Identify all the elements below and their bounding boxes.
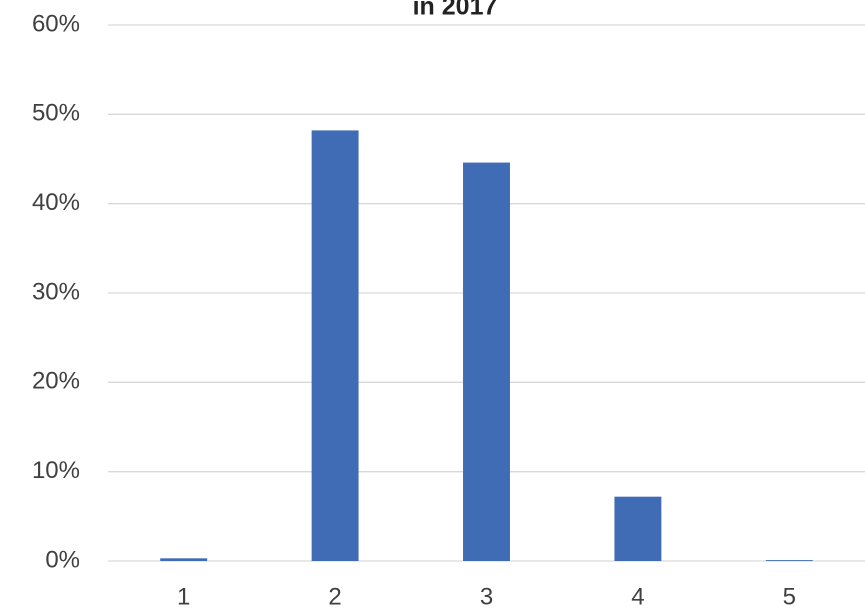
x-tick-label: 4 xyxy=(631,583,644,610)
bar xyxy=(463,162,510,561)
bar xyxy=(160,558,208,561)
y-tick-label: 10% xyxy=(32,457,80,484)
x-tick-label: 3 xyxy=(480,583,493,610)
bar xyxy=(614,496,662,561)
y-tick-label: 60% xyxy=(32,10,80,37)
chart-title: in 2017 xyxy=(413,0,498,21)
y-tick-label: 30% xyxy=(32,278,80,305)
y-tick-label: 50% xyxy=(32,100,80,127)
y-tick-label: 0% xyxy=(45,546,80,573)
x-tick-label: 5 xyxy=(783,583,796,610)
x-tick-label: 2 xyxy=(328,583,341,610)
y-tick-label: 40% xyxy=(32,189,80,216)
y-tick-label: 20% xyxy=(32,368,80,395)
bar xyxy=(765,560,813,561)
x-tick-label: 1 xyxy=(177,583,190,610)
bar xyxy=(311,130,359,561)
